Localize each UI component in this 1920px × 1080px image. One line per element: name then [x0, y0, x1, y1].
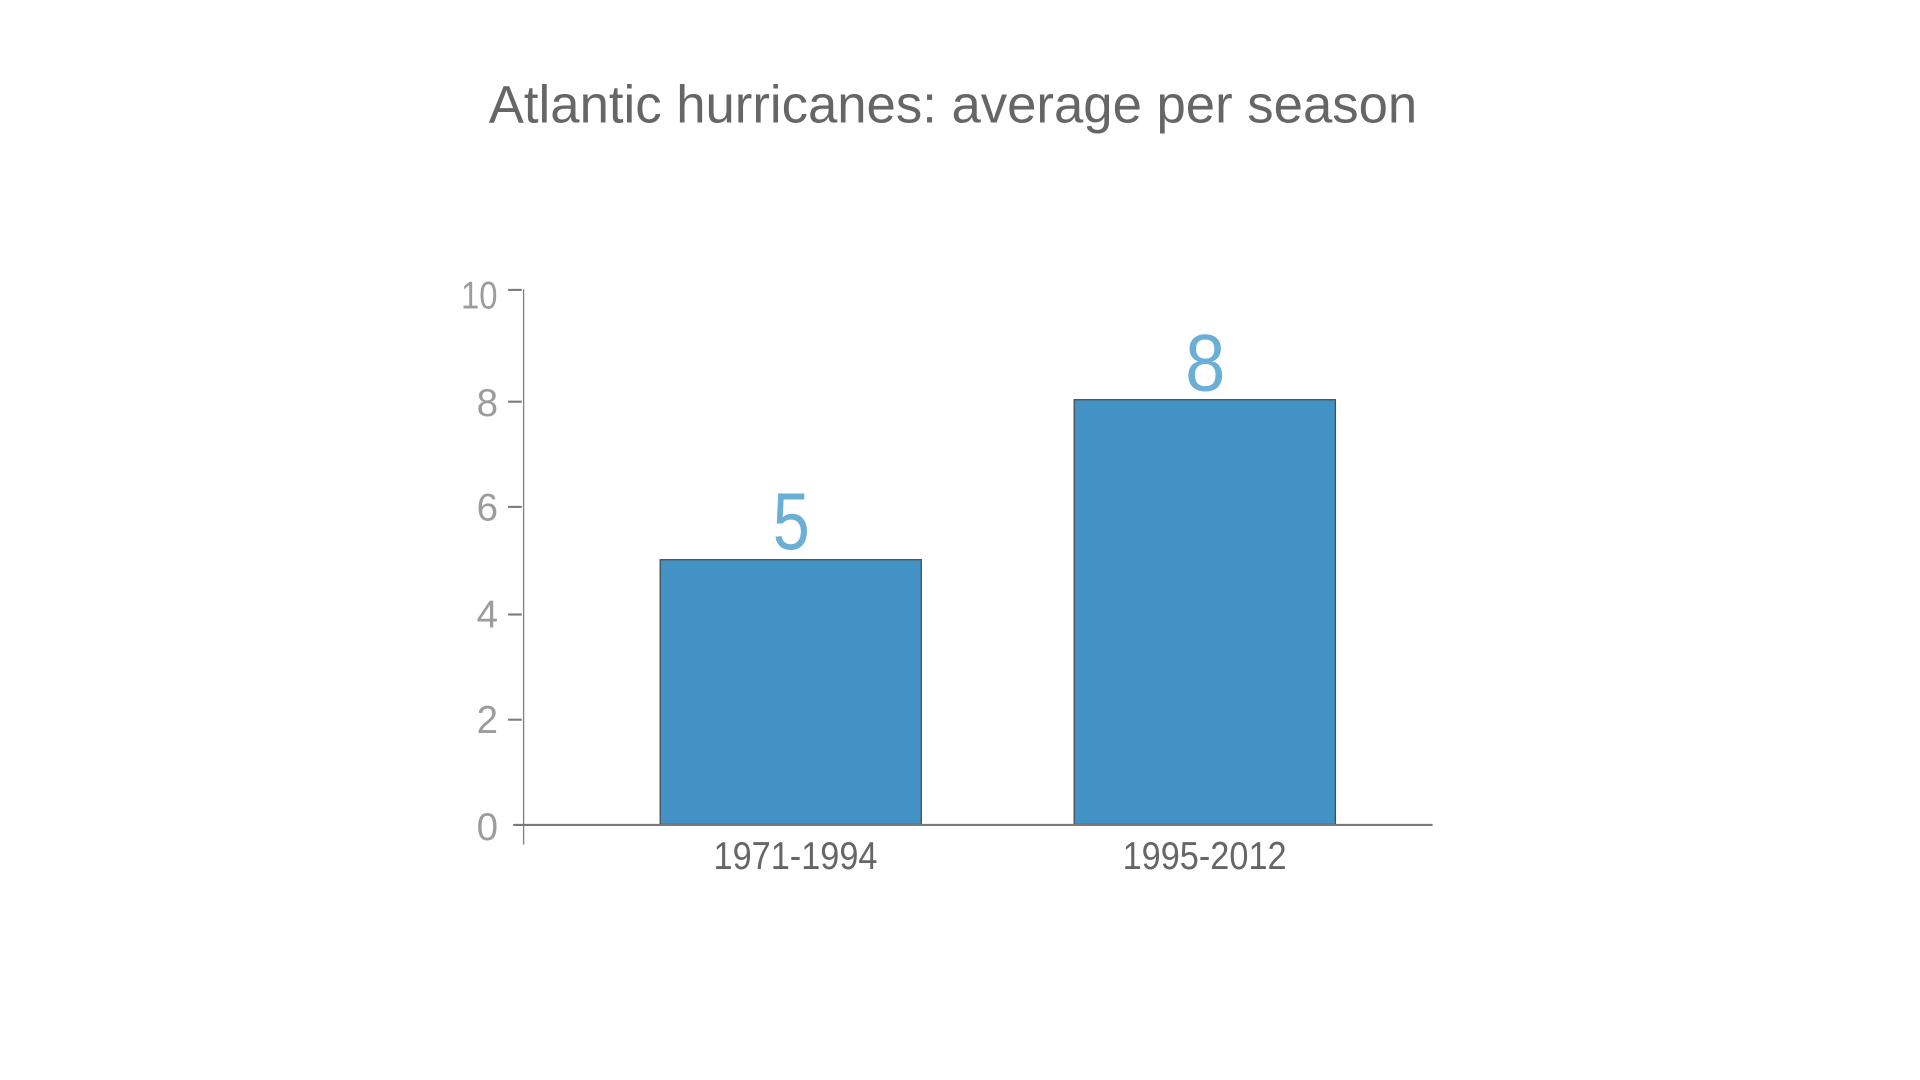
svg-text:8: 8 [1185, 318, 1225, 408]
svg-text:10: 10 [461, 274, 498, 317]
svg-text:4: 4 [477, 594, 498, 637]
svg-text:1995-2012: 1995-2012 [1123, 835, 1287, 878]
svg-text:0: 0 [477, 806, 498, 849]
svg-text:8: 8 [477, 382, 498, 425]
svg-text:6: 6 [477, 486, 498, 529]
svg-text:Atlantic hurricanes: average p: Atlantic hurricanes: average per season [489, 75, 1417, 134]
svg-text:1971-1994: 1971-1994 [714, 835, 878, 878]
svg-text:2: 2 [477, 699, 498, 742]
svg-text:5: 5 [773, 477, 810, 567]
